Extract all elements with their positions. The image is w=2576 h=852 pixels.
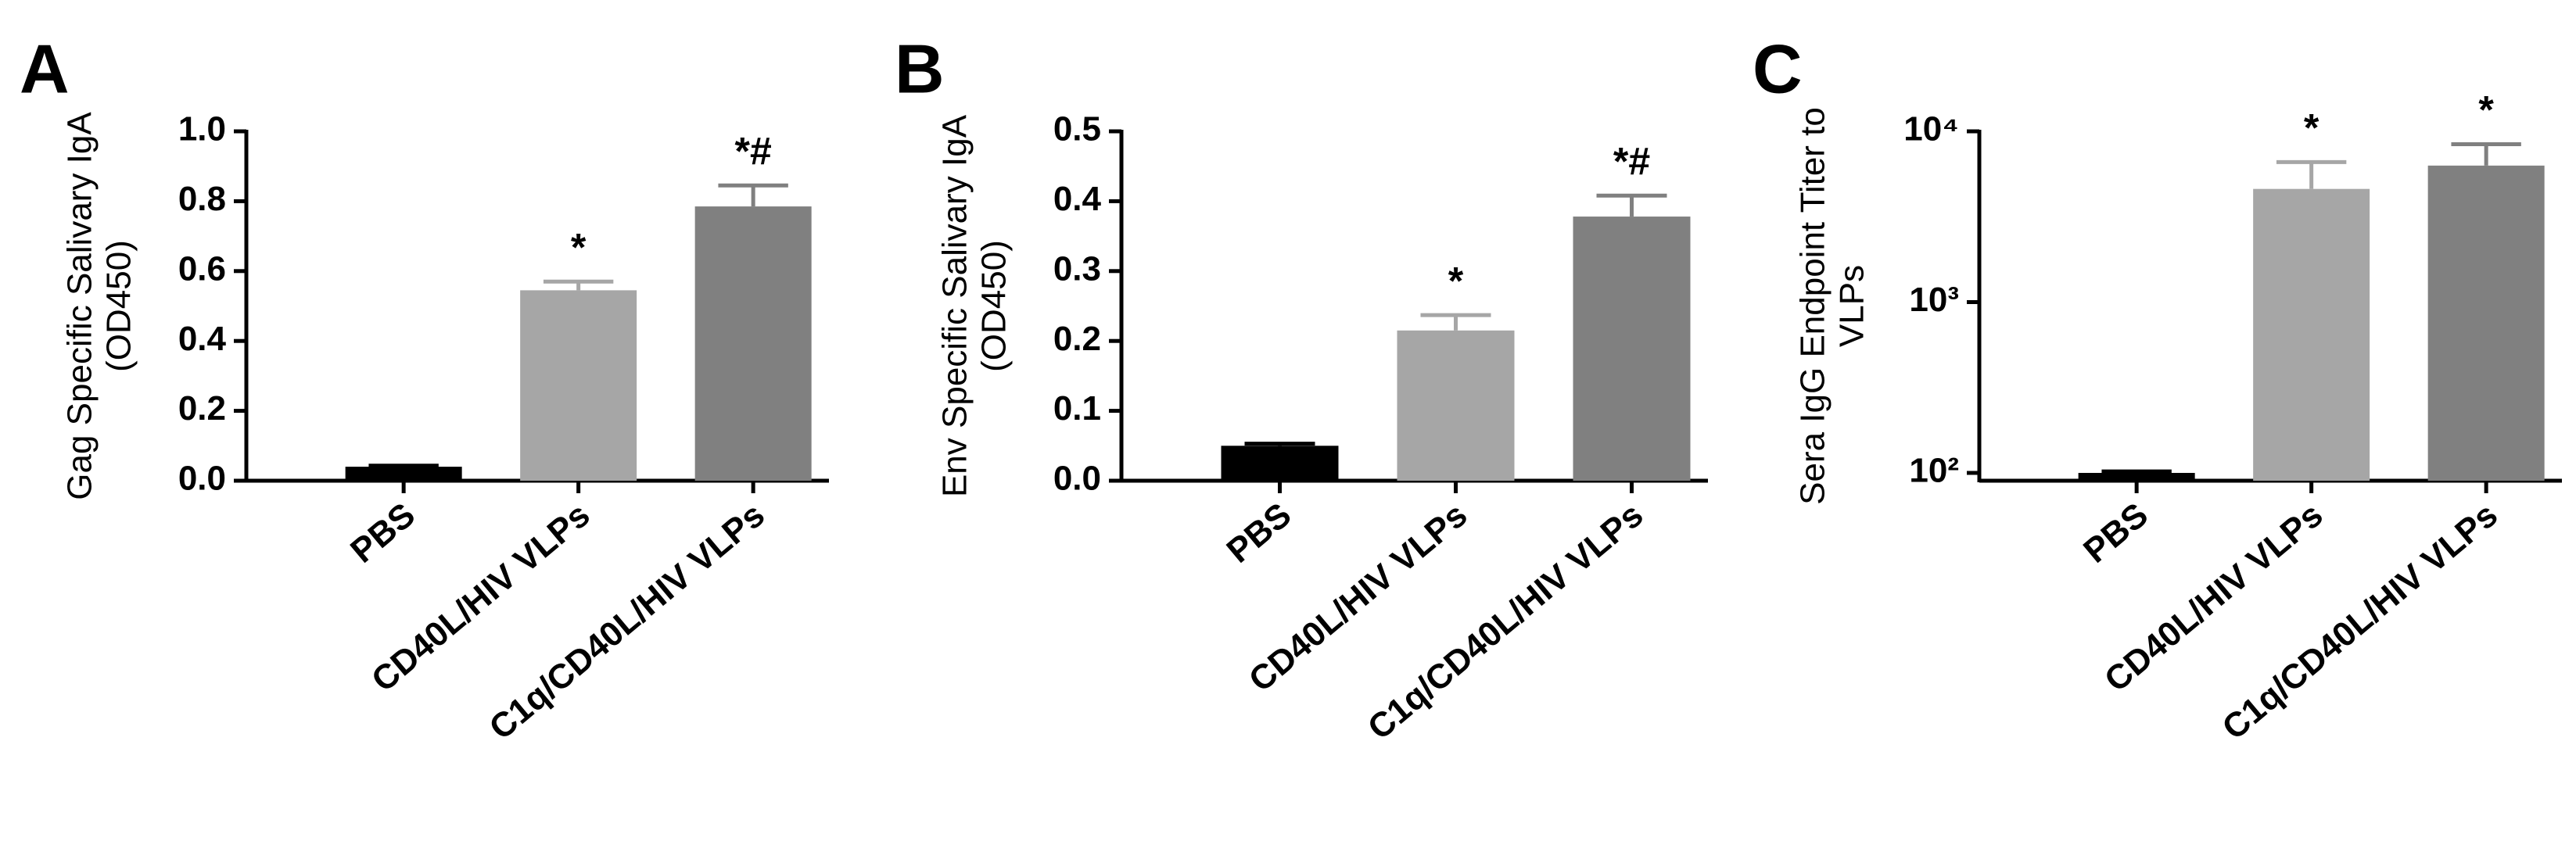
panel-label: B — [895, 30, 945, 107]
y-tick-label: 10⁴ — [1903, 110, 1959, 149]
y-axis-label-line: VLPs — [1833, 265, 1871, 347]
y-tick-label: 0.0 — [1053, 460, 1101, 498]
y-axis-label-line: Env Specific Salivary IgA — [936, 114, 974, 497]
bar — [345, 467, 462, 481]
x-tick-label: C1q/CD40L/HIV VLPs — [483, 496, 773, 747]
y-tick-label: 0.2 — [1053, 320, 1101, 358]
y-tick-label: 10² — [1909, 452, 1959, 490]
significance-label: * — [571, 225, 587, 269]
y-axis-label: Gag Specific Salivary IgA (OD450) — [61, 112, 138, 500]
y-tick-label: 0.5 — [1053, 110, 1101, 149]
bar — [694, 206, 812, 481]
y-axis-label-line: Sera IgG Endpoint Titer to — [1794, 107, 1832, 505]
y-tick-label: 0.4 — [1053, 180, 1102, 218]
y-axis-label-line: (OD450) — [975, 240, 1014, 372]
y-tick-label: 1.0 — [178, 110, 226, 149]
y-tick-label: 10³ — [1909, 281, 1959, 319]
bar — [1397, 330, 1515, 481]
y-tick-label: 0.2 — [178, 389, 226, 428]
significance-label: * — [2304, 106, 2319, 150]
bar — [2253, 188, 2370, 481]
x-tick-label: PBS — [343, 496, 422, 571]
panel-label: A — [20, 30, 70, 107]
y-tick-label: 0.6 — [178, 249, 226, 288]
significance-label: *# — [735, 129, 772, 173]
significance-label: *# — [1613, 139, 1650, 183]
x-tick-label: PBS — [1220, 496, 1299, 571]
bar — [1221, 446, 1339, 481]
bar — [2427, 165, 2545, 481]
significance-label: * — [2478, 88, 2494, 132]
x-tick-label: PBS — [2076, 496, 2155, 571]
y-tick-label: 0.0 — [178, 460, 226, 498]
bar — [2078, 473, 2195, 481]
y-axis-label-line: (OD450) — [100, 240, 138, 372]
y-tick-label: 0.1 — [1053, 389, 1101, 428]
y-tick-label: 0.4 — [178, 320, 227, 358]
bar — [1573, 217, 1691, 481]
panel-label: C — [1753, 30, 1803, 107]
significance-label: * — [1448, 259, 1464, 302]
y-axis-label-line: Gag Specific Salivary IgA — [61, 112, 99, 500]
y-tick-label: 0.8 — [178, 180, 226, 218]
bar — [520, 290, 637, 481]
y-axis-label: Sera IgG Endpoint Titer to VLPs — [1794, 107, 1871, 505]
y-axis-label: Env Specific Salivary IgA (OD450) — [936, 114, 1014, 497]
y-tick-label: 0.3 — [1053, 249, 1101, 288]
x-tick-label: C1q/CD40L/HIV VLPs — [2215, 496, 2506, 747]
